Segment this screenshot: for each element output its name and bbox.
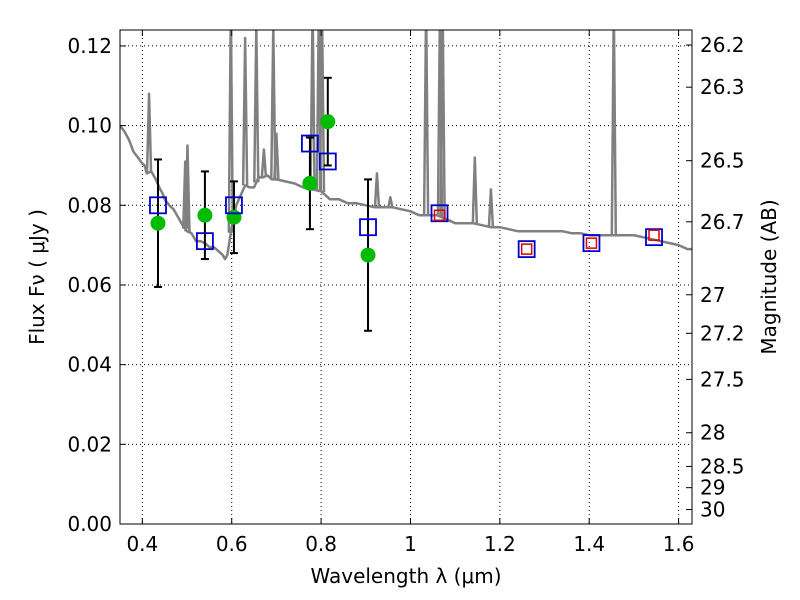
emission-line	[373, 172, 381, 208]
model-photometry-square	[582, 234, 601, 253]
emission-line	[318, 30, 326, 193]
emission-line	[241, 36, 249, 186]
observed-point	[360, 247, 376, 263]
mag-tick-label: 27	[700, 283, 725, 307]
mag-tick-label: 26.2	[700, 33, 745, 57]
emission-line	[260, 148, 268, 178]
x-tick-label: 1.2	[484, 532, 516, 556]
emission-line	[610, 30, 618, 236]
emission-line	[422, 30, 430, 216]
x-tick-label: 1	[404, 532, 417, 556]
x-tick-label: 1.6	[663, 532, 695, 556]
emission-line	[387, 196, 394, 208]
mag-tick-label: 27.2	[700, 321, 745, 345]
emission-line	[273, 132, 280, 180]
model-photometry-square	[225, 196, 243, 215]
upper-limit-square	[648, 229, 660, 241]
markers	[149, 76, 663, 332]
y-tick-label: 0.04	[67, 353, 112, 377]
upper-limit-square	[520, 243, 533, 255]
plot-frame	[119, 29, 693, 525]
tick-labels: 0.4 0.6 0.8 1 1.2 1.4 1.6 0.00 0.02 0.04 0.06 0.08 0…	[67, 33, 744, 556]
model-photometry-square	[318, 152, 337, 171]
mag-tick-label: 30	[700, 498, 725, 522]
emission-line	[439, 30, 446, 218]
mag-tick-label: 27.5	[700, 367, 745, 391]
model-photometry-square	[301, 134, 319, 153]
mag-tick-label: 28.5	[700, 454, 745, 478]
x-tick-label: 1.4	[573, 532, 605, 556]
x-tick-label: 0.4	[126, 532, 158, 556]
y-tick-label: 0.08	[67, 193, 112, 217]
emission-line	[309, 30, 316, 190]
y-tick-label: 0.02	[67, 432, 112, 456]
upper-limit-square	[433, 209, 446, 221]
model-photometry-square	[645, 228, 663, 247]
x-axis-title: Wavelength λ (μm)	[310, 564, 501, 588]
model-photometry-square	[359, 218, 377, 237]
emission-line	[227, 30, 235, 233]
y-tick-label: 0.12	[67, 34, 112, 58]
y-axis-title: Flux Fν ( μJy )	[25, 209, 49, 345]
observed-point	[226, 209, 242, 225]
emission-line	[487, 188, 495, 228]
mag-tick-label: 26.5	[700, 149, 745, 173]
x-tick-label: 0.6	[216, 532, 248, 556]
observed-point	[197, 207, 213, 223]
model-photometry-square	[430, 204, 449, 223]
mag-tick-label: 28	[700, 421, 725, 445]
observed-point	[150, 215, 166, 231]
y-tick-label: 0.00	[67, 512, 112, 536]
right-axis-title: Magnitude (AB)	[757, 199, 781, 354]
model-photometry-square	[149, 196, 167, 215]
model-photometry-square	[517, 240, 536, 259]
mag-tick-label: 26.3	[700, 75, 745, 99]
emission-line	[270, 30, 277, 180]
upper-limit-square	[585, 237, 598, 249]
observed-point	[302, 175, 318, 191]
emission-line	[471, 156, 479, 224]
emission-line	[253, 30, 260, 183]
observed-point	[320, 114, 336, 130]
ticks	[120, 30, 692, 525]
model-photometry-square	[196, 232, 214, 251]
emission-line	[184, 144, 191, 232]
x-tick-label: 0.8	[305, 532, 337, 556]
emission-line	[145, 92, 153, 173]
mag-tick-label: 29	[700, 476, 725, 500]
y-tick-label: 0.10	[67, 114, 112, 138]
mag-tick-label: 26.7	[700, 210, 745, 234]
y-tick-label: 0.06	[67, 273, 112, 297]
plot-area	[120, 30, 692, 261]
